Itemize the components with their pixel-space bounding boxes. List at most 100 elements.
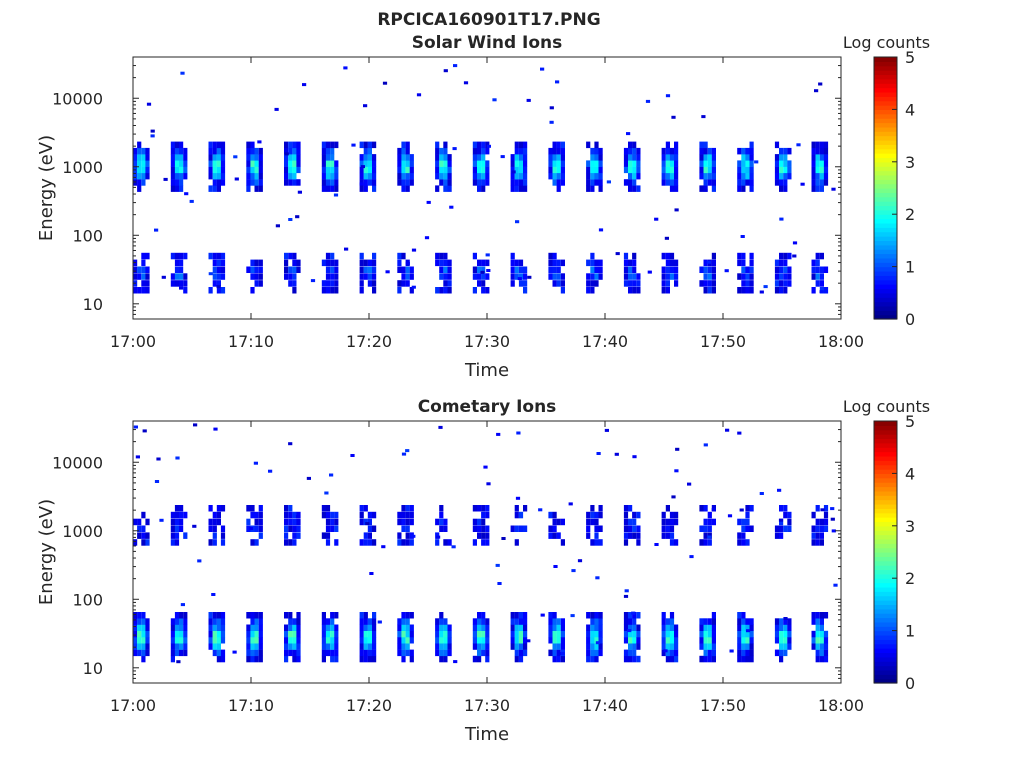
heatmap-cell	[253, 461, 258, 465]
heatmap-cell	[590, 518, 595, 526]
heatmap-cell	[212, 624, 217, 631]
heatmap-cell	[636, 185, 641, 192]
heatmap-cell	[292, 649, 297, 657]
heatmap-cell	[632, 643, 637, 650]
colorbar-segment	[874, 65, 897, 71]
heatmap-cell	[409, 539, 414, 546]
heatmap-cell	[372, 179, 377, 186]
heatmap-cell	[510, 166, 515, 174]
heatmap-cell	[325, 147, 331, 155]
heatmap-cell	[288, 442, 293, 446]
heatmap-cell	[623, 154, 629, 161]
heatmap-cell	[699, 280, 704, 287]
heatmap-cell	[443, 69, 448, 73]
heatmap-cell	[636, 511, 641, 519]
heatmap-cell	[703, 655, 708, 663]
heatmap-cell	[628, 649, 633, 657]
x-tick-label: 17:50	[700, 332, 746, 351]
heatmap-cell	[661, 618, 666, 625]
heatmap-cell	[819, 525, 824, 532]
heatmap-cell	[552, 511, 557, 519]
heatmap-cell	[334, 287, 339, 294]
heatmap-cell	[179, 147, 184, 155]
heatmap-cell	[208, 166, 213, 174]
heatmap-cell	[367, 172, 372, 180]
heatmap-cell	[137, 166, 142, 174]
heatmap-cell	[586, 280, 591, 287]
heatmap-cell	[665, 505, 670, 512]
heatmap-cell	[783, 166, 788, 174]
heatmap-cell	[363, 618, 368, 625]
heatmap-cell	[179, 166, 184, 174]
heatmap-cell	[481, 525, 486, 532]
heatmap-cell	[560, 518, 565, 526]
heatmap-cell	[598, 172, 603, 180]
heatmap-cell	[288, 612, 293, 619]
heatmap-cell	[288, 266, 293, 273]
heatmap-cell	[212, 280, 217, 287]
heatmap-cell	[363, 166, 368, 174]
heatmap-cell	[707, 273, 712, 280]
heatmap-cell	[363, 147, 368, 155]
heatmap-cell	[250, 266, 255, 273]
heatmap-cell	[746, 629, 751, 633]
heatmap-cell	[548, 618, 553, 625]
heatmap-cell	[363, 518, 368, 526]
heatmap-cell	[330, 287, 335, 294]
colorbar-segment	[874, 61, 897, 67]
heatmap-cell	[703, 525, 708, 532]
heatmap-cell	[325, 166, 331, 174]
heatmap-cell	[363, 141, 368, 149]
heatmap-cell	[523, 525, 528, 532]
heatmap-cell	[787, 160, 792, 167]
colorbar-segment	[874, 74, 897, 80]
heatmap-cell	[443, 280, 448, 287]
heatmap-cell	[397, 532, 402, 539]
heatmap-cell	[133, 273, 138, 280]
heatmap-cell	[443, 141, 448, 149]
heatmap-cell	[703, 259, 708, 267]
heatmap-cell	[325, 518, 331, 526]
heatmap-cell	[443, 624, 448, 631]
heatmap-cell	[161, 275, 166, 279]
colorbar-segment	[874, 486, 897, 492]
heatmap-cell	[372, 637, 377, 644]
heatmap-cell	[216, 287, 221, 294]
heatmap-cell	[538, 508, 543, 512]
colorbar-segment	[874, 613, 897, 619]
heatmap-cell	[372, 160, 377, 167]
heatmap-cell	[212, 649, 217, 657]
heatmap-cell	[170, 252, 175, 260]
heatmap-cell	[819, 539, 824, 546]
colorbar-segment	[874, 292, 897, 298]
heatmap-cell	[220, 539, 226, 546]
heatmap-cell	[330, 179, 335, 186]
heatmap-cell	[254, 147, 259, 155]
heatmap-cell	[246, 643, 251, 650]
heatmap-cell	[560, 259, 565, 267]
heatmap-cell	[367, 511, 372, 519]
heatmap-cell	[292, 252, 297, 260]
heatmap-cell	[819, 160, 824, 167]
heatmap-cell	[779, 273, 784, 280]
heatmap-cell	[325, 179, 331, 186]
heatmap-cell	[548, 172, 553, 180]
colorbar-segment	[874, 131, 897, 137]
heatmap-cell	[246, 179, 251, 186]
colorbar-segment	[874, 460, 897, 466]
heatmap-cell	[367, 518, 372, 526]
heatmap-cell	[401, 147, 406, 155]
heatmap-cell	[192, 524, 197, 528]
heatmap-cell	[815, 172, 820, 180]
colorbar-segment	[874, 288, 897, 294]
heatmap-cell	[632, 273, 637, 280]
heatmap-cell	[647, 270, 652, 274]
heatmap-cell	[632, 518, 637, 526]
heatmap-cell	[258, 624, 263, 631]
colorbar-segment	[874, 451, 897, 457]
heatmap-cell	[170, 643, 175, 650]
heatmap-cell	[330, 252, 335, 260]
heatmap-cell	[208, 505, 213, 512]
heatmap-cell	[594, 624, 599, 631]
heatmap-cell	[208, 287, 213, 294]
